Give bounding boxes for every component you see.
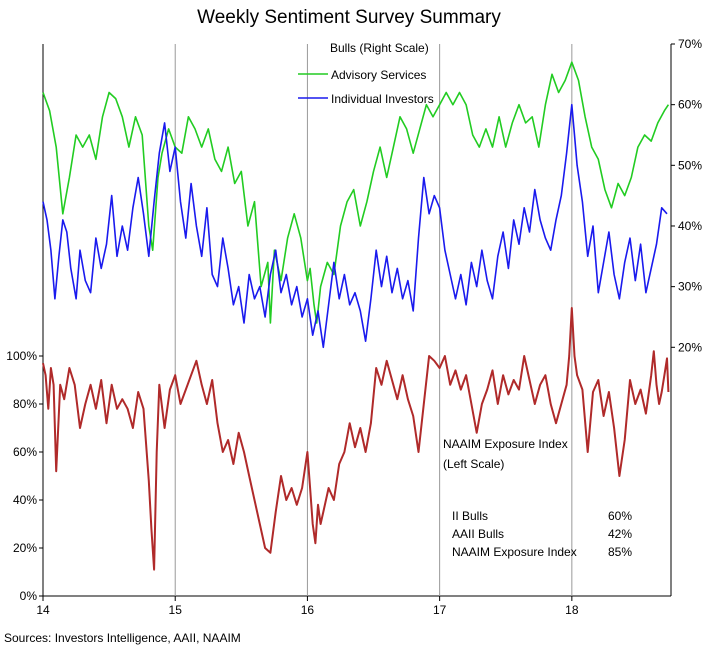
- legend-label-advisory-services: Advisory Services: [331, 68, 426, 82]
- right-tick-label-30: 30%: [678, 280, 702, 294]
- summary-label-naaim: NAAIM Exposure Index: [452, 545, 577, 559]
- right-tick-label-60: 60%: [678, 98, 702, 112]
- legend-label-individual-investors: Individual Investors: [331, 92, 434, 106]
- right-tick-label-50: 50%: [678, 158, 702, 172]
- naaim-annotation-line1: NAAIM Exposure Index: [443, 437, 568, 451]
- source-note: Sources: Investors Intelligence, AAII, N…: [4, 631, 241, 645]
- summary-value-aaii-bulls: 42%: [608, 527, 632, 541]
- right-tick-label-70: 70%: [678, 37, 702, 51]
- series-lines: [42, 61, 670, 571]
- summary-value-naaim: 85%: [608, 545, 632, 559]
- right-axis: 20% 30% 40% 50% 60% 70%: [671, 37, 702, 354]
- x-tick-label-18: 18: [565, 603, 579, 617]
- left-tick-label-40: 40%: [13, 493, 37, 507]
- year-gridlines: [174, 44, 573, 596]
- x-tick-label-15: 15: [169, 603, 183, 617]
- left-tick-label-20: 20%: [13, 541, 37, 555]
- series-line-naaim-exposure-index: [42, 307, 670, 571]
- left-tick-label-60: 60%: [13, 445, 37, 459]
- chart-title: Weekly Sentiment Survey Summary: [197, 7, 501, 28]
- x-tick-label-17: 17: [433, 603, 447, 617]
- left-tick-label-100: 100%: [6, 349, 37, 363]
- left-axis: 0% 20% 40% 60% 80% 100%: [6, 349, 43, 603]
- x-tick-label-14: 14: [36, 603, 50, 617]
- summary-box: II Bulls 60% AAII Bulls 42% NAAIM Exposu…: [452, 509, 632, 559]
- left-tick-label-80: 80%: [13, 397, 37, 411]
- summary-label-ii-bulls: II Bulls: [452, 509, 488, 523]
- series-line-individual-investors: [42, 103, 668, 349]
- legend: Bulls (Right Scale) Advisory Services In…: [298, 41, 434, 106]
- legend-heading: Bulls (Right Scale): [330, 41, 429, 55]
- x-axis: 14 15 16 17 18: [36, 596, 579, 617]
- right-tick-label-40: 40%: [678, 219, 702, 233]
- plot-frame: [42, 44, 672, 597]
- summary-label-aaii-bulls: AAII Bulls: [452, 527, 504, 541]
- summary-value-ii-bulls: 60%: [608, 509, 632, 523]
- left-tick-label-0: 0%: [20, 589, 38, 603]
- x-tick-label-16: 16: [301, 603, 315, 617]
- right-tick-label-20: 20%: [678, 340, 702, 354]
- naaim-annotation-line2: (Left Scale): [443, 457, 504, 471]
